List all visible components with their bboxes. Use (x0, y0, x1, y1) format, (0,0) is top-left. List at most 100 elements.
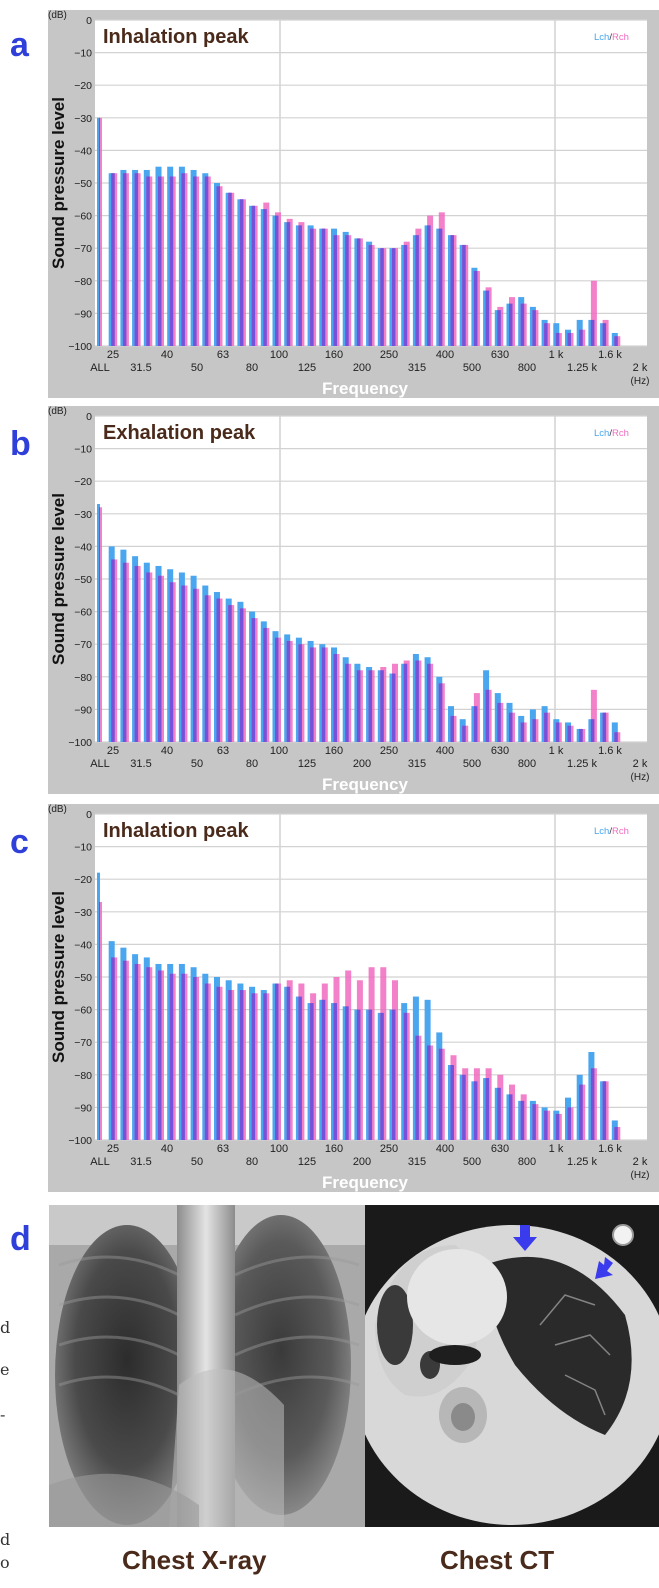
bar-overlap (368, 670, 373, 742)
bar-overlap (462, 244, 466, 346)
x-tick-label: 500 (463, 758, 481, 770)
x-tick-label: 31.5 (130, 758, 151, 770)
legend-entry: Rch (612, 826, 629, 837)
bar-overlap (204, 176, 209, 346)
x-tick-label: 63 (217, 745, 229, 757)
legend: Lch/Rch (594, 32, 629, 43)
y-axis-title: Sound pressure level (49, 493, 68, 665)
y-tick-label: −10 (74, 48, 92, 60)
bar-overlap (380, 1012, 384, 1140)
y-tick-label: −10 (74, 842, 92, 854)
bar-overlap (368, 244, 373, 346)
bar-overlap (590, 719, 595, 742)
panel-letter-a: a (10, 26, 29, 64)
bar-overlap (333, 1003, 337, 1140)
bar-overlap (438, 683, 443, 742)
bar-overlap (239, 608, 244, 742)
bar-overlap (181, 173, 185, 346)
bar-overlap (321, 999, 326, 1140)
x-tick-label: 50 (191, 758, 203, 770)
bar-overlap (473, 706, 478, 742)
bar-overlap (193, 588, 197, 742)
x-tick-label: 315 (408, 758, 426, 770)
y-tick-label: −60 (74, 1005, 92, 1017)
x-tick-label: 25 (107, 1143, 119, 1155)
y-tick-label: −50 (74, 972, 92, 984)
y-tick-label: −80 (74, 276, 92, 288)
bar-overlap (356, 670, 361, 742)
bar-overlap (181, 585, 185, 742)
bar-lch (611, 722, 618, 742)
legend: Lch/Rch (594, 428, 629, 439)
x-tick-label: 31.5 (130, 1156, 151, 1168)
y-tick-label: −70 (74, 243, 92, 255)
bar-overlap (146, 572, 150, 742)
legend-entry: / (609, 428, 612, 439)
bar-overlap (310, 647, 314, 742)
y-tick-label: 0 (86, 411, 92, 423)
spectrum-chart-c: 0 −10 −20 −30 −40 −50 −60 −70 −80 −90 −100 (dB) Soun… (48, 804, 659, 1192)
x-tick-label: 250 (380, 349, 398, 361)
bar-overlap (438, 1048, 443, 1140)
y-tick-label: −70 (74, 1037, 92, 1049)
x-axis-title: Frequency (322, 775, 409, 794)
bar-overlap (602, 323, 607, 346)
bar-overlap (345, 1006, 349, 1140)
bar-overlap (310, 1003, 314, 1140)
x-axis-title: Frequency (322, 1173, 409, 1192)
bar-overlap (509, 712, 513, 742)
y-unit-label: (dB) (48, 804, 67, 815)
x-tick-label: 200 (353, 758, 371, 770)
bar-overlap (579, 329, 583, 346)
bar-overlap (134, 173, 139, 346)
bar-overlap (555, 722, 560, 742)
bar-overlap (392, 248, 396, 346)
legend: Lch/Rch (594, 826, 629, 837)
bar-overlap (485, 689, 490, 742)
x-tick-label: 50 (191, 1156, 203, 1168)
cropped-text-fragment: o (0, 1553, 10, 1572)
bar-overlap (286, 986, 291, 1140)
bar-overlap (111, 559, 115, 742)
bar-overlap (146, 967, 150, 1140)
cropped-text-fragment: d (0, 1318, 11, 1337)
bar-overlap (298, 225, 302, 346)
x-tick-label: 250 (380, 1143, 398, 1155)
bar-rch (99, 507, 102, 742)
x-tick-label: 40 (161, 1143, 173, 1155)
bar-overlap (251, 205, 256, 346)
x-unit-label: (Hz) (631, 772, 650, 783)
x-tick-label: 100 (270, 745, 288, 757)
x-tick-label: 400 (436, 349, 454, 361)
y-axis-title: Sound pressure level (49, 97, 68, 269)
bar-overlap (450, 235, 454, 346)
bar-overlap (99, 902, 100, 1140)
bar-overlap (228, 605, 232, 742)
x-tick-label: 125 (298, 1156, 316, 1168)
chart-title: Exhalation peak (103, 422, 256, 444)
x-tick-label: ALL (90, 758, 110, 770)
x-tick-label: 1.6 k (598, 1143, 622, 1155)
legend-entry: / (609, 32, 612, 43)
bar-overlap (567, 332, 571, 346)
bar-overlap (380, 670, 384, 742)
bar-overlap (158, 970, 162, 1140)
bar-overlap (509, 1094, 513, 1140)
bar-overlap (415, 660, 419, 742)
cropped-text-fragment: d (0, 1530, 11, 1549)
bar-overlap (473, 1081, 478, 1140)
bar-overlap (321, 647, 326, 742)
y-unit-label: (dB) (48, 406, 67, 417)
x-tick-label: 800 (518, 1156, 536, 1168)
x-tick-label: 80 (246, 758, 258, 770)
x-tick-label: 80 (246, 1156, 258, 1168)
ct-arrow-icon (595, 1257, 613, 1279)
x-tick-label: 315 (408, 362, 426, 374)
bar-overlap (403, 244, 408, 346)
bar-overlap (567, 1107, 571, 1140)
y-tick-label: −20 (74, 874, 92, 886)
y-tick-label: −90 (74, 704, 92, 716)
bar-overlap (602, 1081, 607, 1140)
cropped-text-fragment: e (0, 1360, 10, 1379)
bar-overlap (275, 983, 279, 1140)
